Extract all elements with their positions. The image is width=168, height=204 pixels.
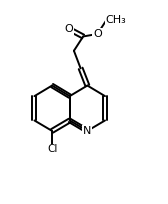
Text: O: O [93, 29, 102, 39]
Text: CH₃: CH₃ [106, 15, 126, 25]
Text: O: O [65, 24, 73, 34]
Text: Cl: Cl [47, 144, 57, 154]
Text: N: N [83, 126, 92, 136]
